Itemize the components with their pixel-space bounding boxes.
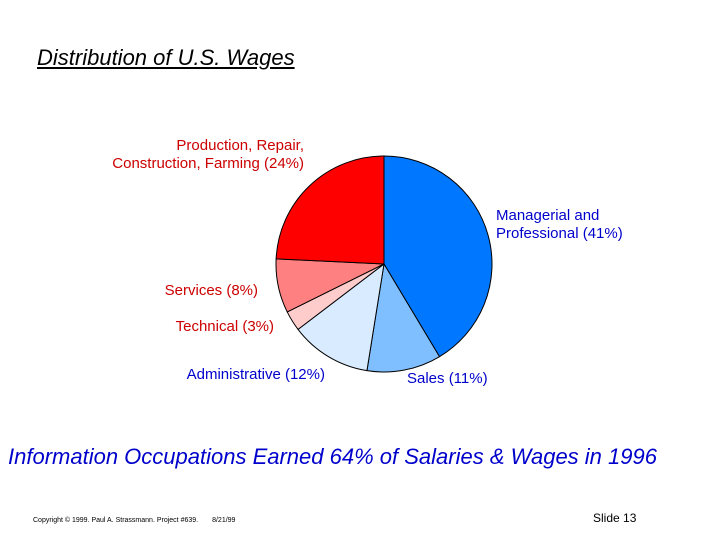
pie-slice-production-repair-construction-farming <box>275 155 385 265</box>
pie-slice-administrative <box>297 263 385 372</box>
slice-label-line: Services (8%) <box>165 282 258 299</box>
slice-label-administrative: Administrative (12%) <box>187 366 325 383</box>
pie-slices <box>275 155 493 373</box>
footer-date: 8/21/99 <box>212 517 236 524</box>
copyright-footer: Copyright © 1999. Paul A. Strassmann. Pr… <box>33 517 235 524</box>
slice-label-sales: Sales (11%) <box>407 370 488 387</box>
slice-label-line: Production, Repair, <box>176 137 304 154</box>
slice-label-technical: Technical (3%) <box>176 318 274 335</box>
pie-labels: Managerial and Professional (41%) Sales (1… <box>112 137 622 387</box>
slice-label-services: Services (8%) <box>165 282 258 299</box>
slice-label-production-repair-construction-farming: Production, Repair, Construction, Farming… <box>112 137 304 172</box>
slice-label-line: Sales (11%) <box>407 370 488 387</box>
pie-slice-managerial-and-professional <box>383 155 493 358</box>
slice-label-line: Professional (41%) <box>496 225 623 242</box>
headline: Information Occupations Earned 64% of Sa… <box>8 444 657 469</box>
slide-number: Slide 13 <box>593 511 637 525</box>
copyright-text: Copyright © 1999. Paul A. Strassmann. Pr… <box>33 517 199 524</box>
slice-label-line: Technical (3%) <box>176 318 274 335</box>
slice-label-line: Managerial and <box>496 207 599 224</box>
slice-label-managerial-and-professional: Managerial and Professional (41%) <box>496 207 623 242</box>
slice-label-line: Construction, Farming (24%) <box>112 155 304 172</box>
slide-title: Distribution of U.S. Wages <box>37 45 295 70</box>
slice-label-line: Administrative (12%) <box>187 366 325 383</box>
pie-slice-sales <box>366 263 440 373</box>
